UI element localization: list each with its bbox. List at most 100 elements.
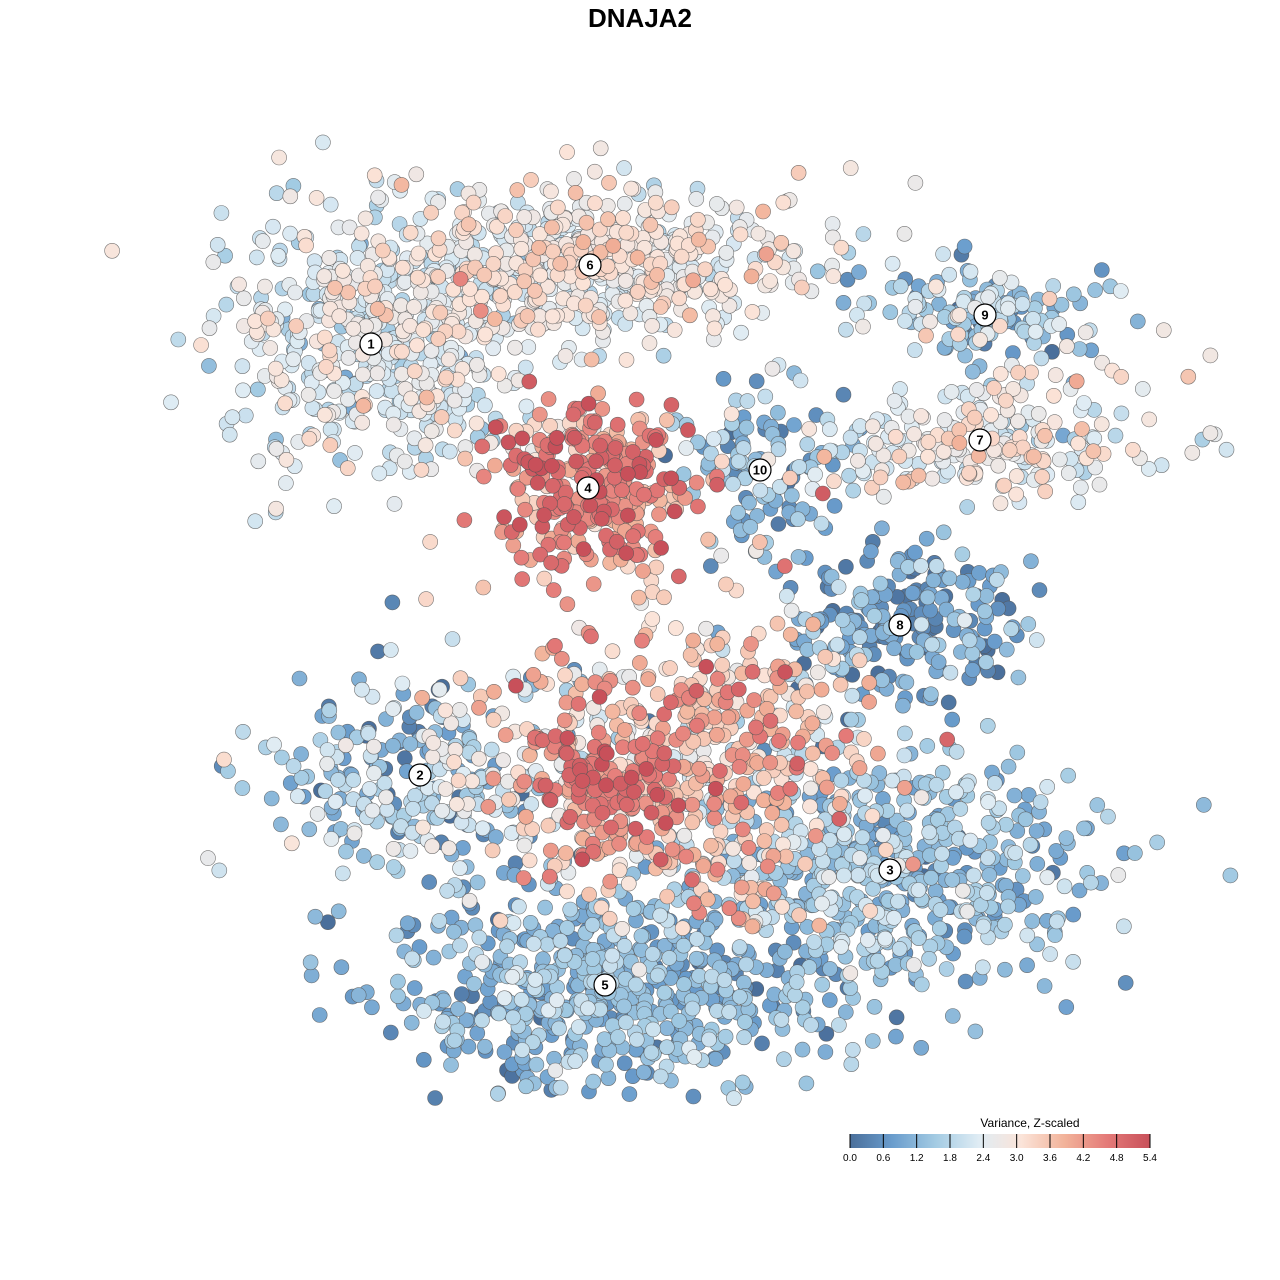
data-point <box>861 694 877 710</box>
data-point <box>738 956 755 973</box>
data-point <box>548 992 565 1009</box>
data-point <box>706 795 723 812</box>
data-point <box>416 1003 432 1019</box>
cluster-label: 7 <box>968 428 992 452</box>
data-point <box>1100 808 1116 825</box>
data-point <box>918 327 934 344</box>
data-point <box>1076 820 1092 837</box>
data-point <box>487 457 503 474</box>
data-point <box>570 1019 587 1035</box>
data-point <box>913 408 929 424</box>
data-point <box>752 482 769 499</box>
data-point <box>656 745 673 762</box>
data-point <box>730 504 746 521</box>
data-point <box>721 1004 738 1020</box>
legend-tick-label: 4.8 <box>1110 1153 1124 1164</box>
data-point <box>565 406 582 423</box>
data-point <box>497 727 514 743</box>
data-point <box>769 615 786 632</box>
data-point <box>913 616 930 633</box>
data-point <box>935 524 952 541</box>
data-point <box>631 705 648 722</box>
data-point <box>841 467 857 484</box>
data-point <box>817 649 834 665</box>
data-point <box>655 347 672 364</box>
data-point <box>322 196 339 213</box>
data-point <box>425 949 442 966</box>
data-point <box>845 482 862 499</box>
data-point <box>623 769 640 786</box>
data-point <box>837 1004 854 1020</box>
data-point <box>986 775 1003 791</box>
data-point <box>334 865 351 882</box>
data-point <box>644 317 660 334</box>
data-point <box>925 572 942 589</box>
data-point <box>406 299 422 315</box>
data-point <box>919 738 936 754</box>
data-point <box>633 928 650 944</box>
data-point <box>598 745 615 762</box>
data-point <box>617 292 634 309</box>
data-point <box>517 501 533 518</box>
data-point <box>508 222 524 238</box>
data-point <box>584 916 601 933</box>
data-point <box>536 507 552 523</box>
data-point <box>746 692 762 708</box>
data-point <box>629 283 646 300</box>
data-point <box>528 1056 545 1073</box>
data-point <box>390 973 406 990</box>
data-point <box>832 676 849 693</box>
data-point <box>684 796 701 813</box>
data-point <box>716 972 733 988</box>
data-point <box>649 787 666 803</box>
data-point <box>732 226 749 243</box>
data-point <box>347 445 363 461</box>
data-point <box>872 575 889 592</box>
data-point <box>734 1074 751 1091</box>
data-point <box>247 313 263 330</box>
data-point <box>735 776 752 792</box>
data-point <box>446 422 463 439</box>
data-point <box>1006 787 1023 804</box>
data-point <box>826 498 843 514</box>
data-point <box>771 733 787 749</box>
data-point <box>872 469 889 486</box>
data-point <box>1030 405 1047 422</box>
data-point <box>755 770 772 786</box>
data-point <box>809 263 826 280</box>
data-point <box>268 500 284 517</box>
data-point <box>844 687 861 704</box>
data-point <box>790 511 806 528</box>
data-point <box>904 585 921 601</box>
data-point <box>682 307 698 324</box>
data-point <box>471 929 488 946</box>
data-point <box>592 437 608 454</box>
data-point <box>543 183 559 200</box>
data-point <box>634 632 650 649</box>
data-point <box>944 711 961 728</box>
data-point <box>559 144 575 160</box>
data-point <box>327 793 344 810</box>
data-point <box>263 790 280 807</box>
data-point <box>354 681 370 698</box>
data-point <box>743 636 759 652</box>
data-point <box>423 423 440 440</box>
data-point <box>728 199 745 216</box>
data-point <box>293 746 309 762</box>
data-point <box>415 819 431 836</box>
data-point <box>1076 395 1092 411</box>
data-point <box>631 655 648 671</box>
cluster-label-text: 3 <box>886 863 893 878</box>
data-point <box>923 869 939 886</box>
data-point <box>450 1001 466 1017</box>
data-point <box>464 773 480 790</box>
data-point <box>755 203 771 220</box>
data-point <box>452 670 469 687</box>
data-point <box>928 776 945 793</box>
data-point <box>585 576 602 592</box>
data-point <box>891 940 908 957</box>
data-point <box>643 1044 660 1061</box>
data-point <box>685 632 702 649</box>
data-point <box>170 331 187 348</box>
data-point <box>831 795 848 812</box>
